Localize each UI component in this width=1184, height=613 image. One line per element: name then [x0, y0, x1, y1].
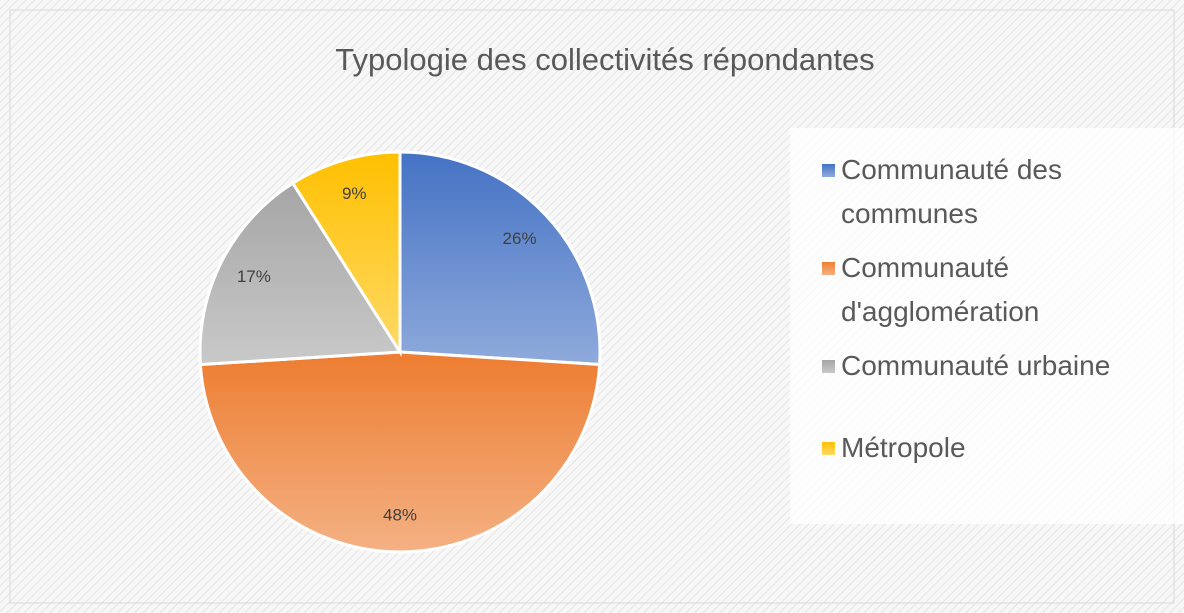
- legend-label: Communauté des communes: [841, 154, 1063, 229]
- data-label: 9%: [342, 184, 367, 203]
- legend-entry: Communauté des communes: [822, 148, 1152, 236]
- legend-entry: Communauté urbaine: [822, 344, 1152, 388]
- legend-entry: Communauté d'agglomération: [822, 246, 1152, 334]
- legend-swatch: [822, 164, 835, 177]
- chart-title: Typologie des collectivités répondantes: [335, 42, 874, 77]
- legend-entry: Métropole: [822, 426, 1152, 470]
- data-label: 26%: [503, 229, 537, 248]
- pie-slice: [290, 150, 402, 358]
- legend-label: Communauté urbaine: [841, 350, 1111, 381]
- legend-label: Métropole: [841, 432, 966, 463]
- pie-slice: [198, 350, 602, 554]
- legend-swatch: [822, 360, 835, 373]
- legend-label: Communauté d'agglomération: [841, 252, 1040, 327]
- legend-swatch: [822, 262, 835, 275]
- data-label: 48%: [383, 505, 417, 524]
- pie-slice: [398, 150, 602, 367]
- pie-slice: [198, 181, 403, 367]
- data-label: 17%: [237, 267, 271, 286]
- legend: Communauté des communes Communauté d'aggl…: [790, 128, 1184, 524]
- legend-swatch: [822, 442, 835, 455]
- pie: 26% 48% 17% 9%: [198, 150, 602, 554]
